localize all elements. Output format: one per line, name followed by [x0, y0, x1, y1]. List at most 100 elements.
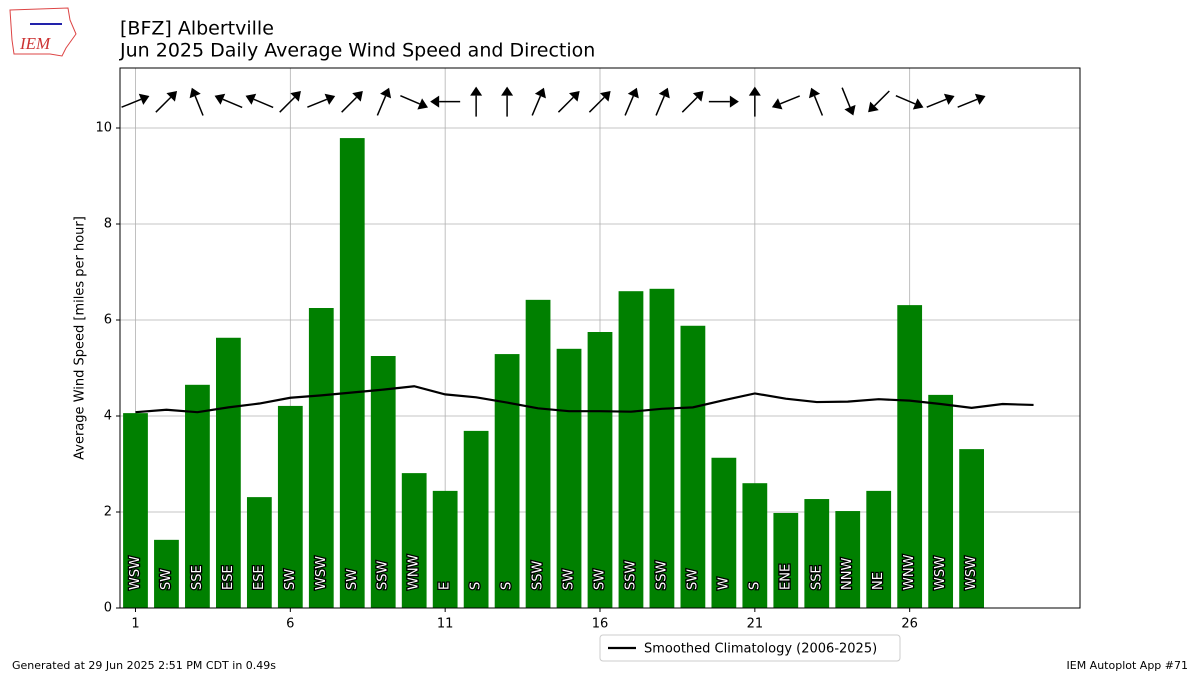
legend-box: [599, 634, 901, 662]
arrow-head: [748, 86, 761, 96]
bar: [185, 384, 210, 608]
bar: [401, 473, 427, 608]
arrow-shaft: [376, 95, 387, 116]
y-tick-label: 10: [95, 121, 112, 136]
wind-arrow: [121, 93, 150, 108]
bar: [649, 288, 675, 608]
arrow-shaft: [222, 98, 243, 109]
arrow-head: [868, 101, 879, 113]
arrow-shaft: [194, 95, 204, 116]
bar: [308, 308, 334, 608]
x-tick-label: 11: [437, 617, 454, 632]
footer-right: IEM Autoplot App #71: [1067, 659, 1189, 672]
direction-label: S: [500, 582, 515, 590]
footer-left: Generated at 29 Jun 2025 2:51 PM CDT in …: [12, 659, 276, 672]
arrow-head: [569, 90, 580, 102]
wind-arrow: [307, 93, 336, 108]
arrow-head: [534, 87, 546, 99]
wind-arrow: [841, 87, 856, 116]
arrow-shaft: [655, 95, 665, 116]
x-tick-label: 6: [286, 617, 294, 632]
direction-label: WSW: [964, 556, 979, 590]
wind-arrow: [341, 90, 363, 113]
direction-label: WNW: [902, 554, 917, 590]
wind-arrow: [376, 87, 392, 116]
wind-arrow: [245, 93, 274, 109]
arrow-shaft: [681, 96, 698, 113]
arrow-shaft: [279, 96, 296, 113]
wind-arrow: [708, 95, 739, 108]
direction-label: W: [716, 577, 731, 590]
direction-label: SSW: [654, 560, 669, 590]
wind-arrow: [214, 93, 243, 109]
arrow-shaft: [155, 96, 172, 113]
direction-label: WSW: [933, 556, 948, 590]
bar: [370, 356, 396, 608]
arrow-shaft: [926, 98, 947, 108]
arrow-shaft: [531, 95, 542, 116]
arrow-shaft: [624, 95, 635, 116]
y-tick-label: 8: [104, 217, 112, 232]
bar: [928, 394, 954, 608]
climatology-line: [135, 385, 1034, 414]
direction-label: SSW: [531, 560, 546, 590]
bar: [680, 325, 706, 608]
bar: [216, 337, 241, 608]
arrow-head: [324, 93, 336, 105]
arrow-head: [430, 95, 440, 108]
arrow-head: [380, 87, 392, 99]
arrow-head: [974, 93, 986, 105]
arrow-head: [290, 90, 301, 102]
direction-label: S: [469, 582, 484, 590]
wind-arrow: [926, 93, 955, 108]
wind-arrow: [189, 87, 204, 116]
bar: [494, 354, 520, 608]
arrow-head: [166, 90, 178, 102]
y-tick-label: 6: [104, 313, 112, 328]
wind-arrow: [400, 95, 429, 110]
wind-arrow: [895, 95, 924, 110]
wind-arrow: [470, 86, 483, 117]
direction-label: ESE: [252, 565, 267, 590]
bar: [339, 138, 365, 608]
bar: [556, 348, 582, 608]
arrow-shaft: [341, 96, 358, 113]
arrow-shaft: [121, 98, 142, 108]
arrow-head: [658, 87, 670, 99]
arrow-shaft: [400, 95, 421, 105]
x-tick-label: 1: [131, 617, 139, 632]
bar: [246, 497, 272, 608]
direction-label: SW: [283, 569, 298, 590]
arrow-shaft: [253, 98, 274, 109]
direction-label: NNW: [840, 558, 855, 590]
wind-arrow: [155, 90, 178, 113]
bar: [804, 499, 830, 608]
arrow-shaft: [841, 87, 851, 108]
arrow-head: [138, 93, 150, 105]
arrow-shaft: [557, 96, 574, 113]
bar: [154, 539, 179, 608]
arrow-shaft: [957, 98, 978, 108]
wind-arrow: [531, 87, 546, 116]
direction-label: SW: [685, 569, 700, 590]
direction-label: WNW: [407, 554, 422, 590]
wind-arrow: [430, 95, 461, 108]
x-tick-label: 21: [747, 617, 764, 632]
arrow-head: [912, 98, 924, 110]
direction-label: SSE: [190, 565, 205, 590]
arrow-head: [189, 87, 201, 99]
bar: [525, 299, 551, 608]
arrow-head: [692, 90, 704, 102]
arrow-shaft: [813, 95, 824, 116]
logo: IEM: [9, 7, 77, 57]
wind-arrow: [868, 90, 890, 113]
direction-label: WSW: [128, 556, 143, 590]
bar: [587, 332, 613, 608]
wind-arrow: [501, 86, 514, 117]
y-tick-label: 4: [104, 409, 112, 424]
x-tick-label: 16: [592, 617, 609, 632]
bar: [897, 305, 923, 608]
plot-frame: [119, 67, 1081, 609]
bar: [711, 457, 737, 608]
